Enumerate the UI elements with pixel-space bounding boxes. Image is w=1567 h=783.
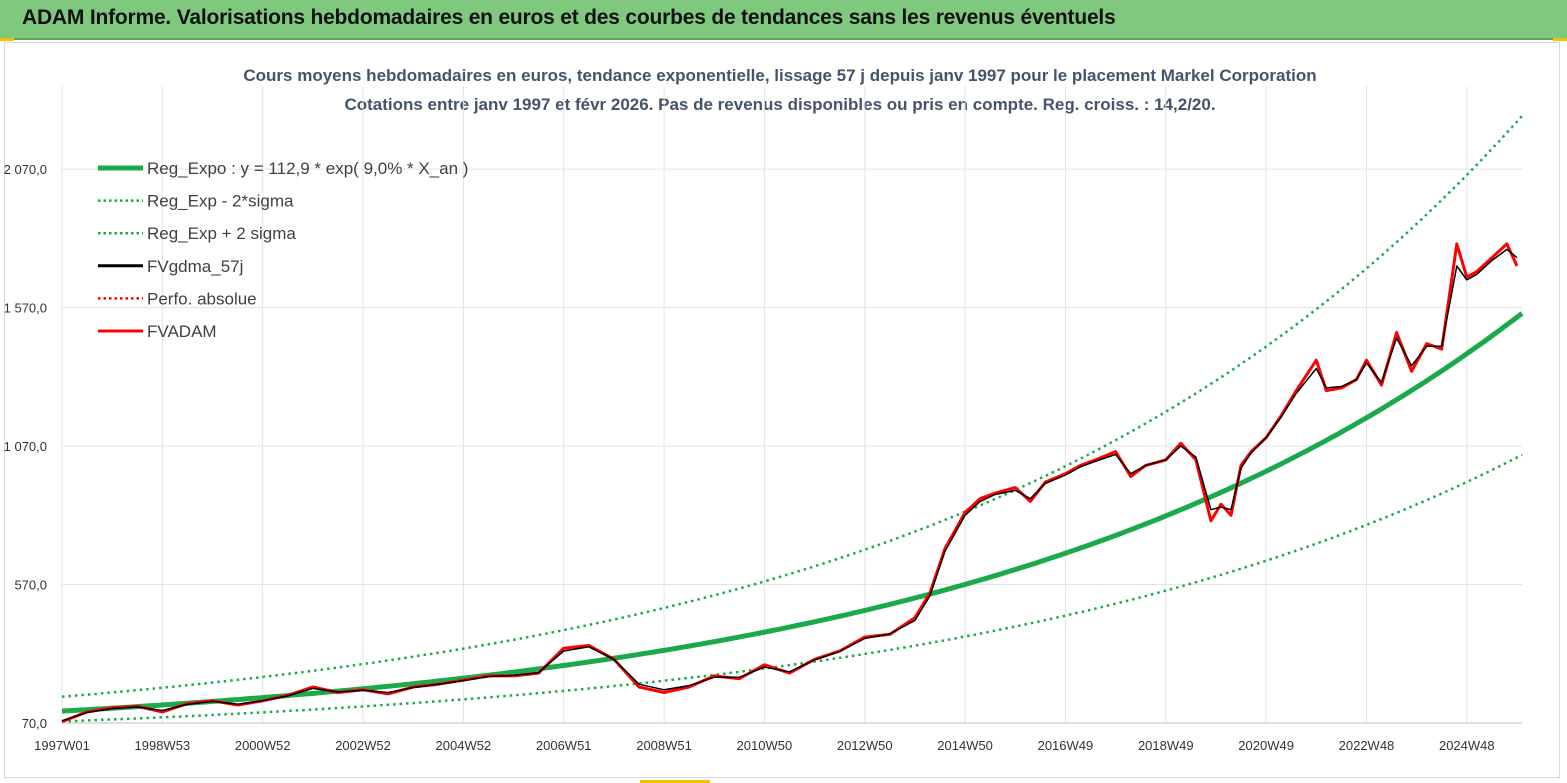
x-tick-label: 1997W01 <box>34 738 90 753</box>
corner-mark-right <box>1553 38 1567 41</box>
legend-label: FVADAM <box>147 322 217 341</box>
y-axis-labels: 70,0 570,0 1 070,0 1 570,0 2 070,0 <box>4 162 47 731</box>
x-tick-label: 2002W52 <box>335 738 391 753</box>
y-tick-label: 2 070,0 <box>4 162 47 177</box>
x-tick-label: 2000W52 <box>235 738 291 753</box>
x-tick-label: 2022W48 <box>1339 738 1395 753</box>
series-reg-plus-2sigma <box>61 115 1523 698</box>
legend-label: FVgdma_57j <box>147 257 243 276</box>
y-tick-label: 70,0 <box>22 716 47 731</box>
title-banner: ADAM Informe. Valorisations hebdomadaire… <box>0 0 1567 40</box>
y-tick-label: 1 570,0 <box>4 301 47 316</box>
series-fvadam <box>61 242 1519 723</box>
legend-label: Reg_Expo : y = 112,9 * exp( 9,0% * X_an … <box>147 159 468 178</box>
x-tick-label: 2018W49 <box>1138 738 1194 753</box>
legend-label: Reg_Exp - 2*sigma <box>147 192 294 211</box>
corner-mark-left <box>0 38 14 41</box>
x-tick-label: 2004W52 <box>436 738 492 753</box>
y-tick-label: 1 070,0 <box>4 439 47 454</box>
x-tick-label: 2008W51 <box>636 738 692 753</box>
series-fvgdma-57j <box>61 248 1518 722</box>
x-axis-labels: 1997W01 1998W53 2000W52 2002W52 2004W52 2006W… <box>34 738 1494 753</box>
grid <box>61 86 1522 724</box>
x-tick-label: 2010W50 <box>737 738 793 753</box>
x-tick-label: 2020W49 <box>1238 738 1294 753</box>
chart-subtitle: Cotations entre janv 1997 et févr 2026. … <box>344 95 1215 114</box>
chart-frame <box>4 42 1560 778</box>
y-tick-label: 570,0 <box>14 578 47 593</box>
series-layer <box>61 115 1524 723</box>
report-title: ADAM Informe. Valorisations hebdomadaire… <box>22 6 1116 29</box>
chart-title: Cours moyens hebdomadaires en euros, ten… <box>243 66 1316 85</box>
x-tick-label: 1998W53 <box>135 738 191 753</box>
x-tick-label: 2006W51 <box>536 738 592 753</box>
x-tick-label: 2024W48 <box>1439 738 1495 753</box>
series-reg-minus-2sigma <box>61 453 1523 723</box>
legend-label: Reg_Exp + 2 sigma <box>147 224 296 243</box>
corner-mark-bottom <box>640 780 710 783</box>
x-tick-label: 2012W50 <box>837 738 893 753</box>
legend-label: Perfo. absolue <box>147 289 257 308</box>
x-tick-label: 2014W50 <box>937 738 993 753</box>
x-tick-label: 2016W49 <box>1038 738 1094 753</box>
series-reg-expo <box>61 311 1524 714</box>
legend: Reg_Expo : y = 112,9 * exp( 9,0% * X_an … <box>98 159 468 341</box>
